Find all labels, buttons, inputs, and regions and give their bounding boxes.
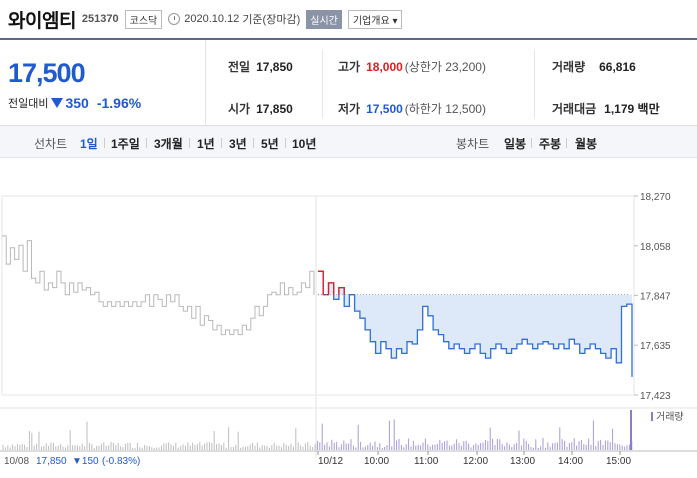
tab-1y[interactable]: 1년 [197,137,215,151]
prev-day-close: 17,850 [36,456,67,467]
prev-day-line [2,235,315,336]
candle-chart-label: 봉차트 [456,137,490,151]
company-overview-dropdown[interactable]: 기업개요 ▾ [347,9,403,29]
stat-label: 거래량 [552,60,586,74]
stat-prev: 전일 17,850 [228,58,293,75]
clock-icon [168,13,181,25]
stat-label: 거래대금 [552,102,597,116]
line-chart-label: 선차트 [34,137,68,151]
stat-volume: 거래량 66,816 [552,58,636,75]
change-percent: -1.96% [96,95,142,111]
change-value: 350 [65,95,89,111]
stat-value: 17,850 [256,102,293,116]
divider [534,50,535,118]
intraday-chart: 18,270 18,058 17,847 17,635 17,423 10/12 10:0… [0,158,697,478]
y-tick-label: 18,058 [640,242,671,253]
y-tick-label: 17,635 [640,341,671,352]
down-triangle-icon [51,98,64,108]
stat-open: 시가 17,850 [228,100,293,117]
stat-value: 1,179 백만 [604,102,660,116]
divider [189,138,190,148]
upper-limit: (상한가 23,200) [404,60,486,74]
tab-3y[interactable]: 3년 [229,137,247,151]
stat-value: 17,500 [366,102,403,116]
tab-1w[interactable]: 1주일 [111,137,140,151]
x-tick-label: 11:00 [414,456,439,467]
x-tick-label: 14:00 [558,456,583,467]
current-price: 17,500 [8,58,86,88]
tab-1d[interactable]: 1일 [80,137,98,151]
stat-label: 고가 [338,60,361,74]
stock-name: 와이엠티 [8,10,76,32]
stock-header: 와이엠티 251370 코스닥 2020.10.12 기준(장마감) 실시간 기… [0,0,697,38]
stat-label: 저가 [338,102,361,116]
x-tick-label: 10:00 [364,456,389,467]
market-badge: 코스닥 [124,9,163,29]
tab-daily[interactable]: 일봉 [504,137,527,151]
y-tick-label: 18,270 [640,192,671,203]
tab-5y[interactable]: 5년 [261,137,279,151]
today-line [318,270,633,377]
price-panel: 17,500 전일대비 350 -1.96% 전일 17,850 시가 17,850… [0,38,697,126]
tab-3m[interactable]: 3개월 [154,137,183,151]
stat-value: 18,000 [366,60,403,74]
divider [104,138,105,148]
x-tick-label: 10/12 [318,456,343,467]
volume-legend: 거래량 [656,411,684,423]
divider [221,138,222,148]
prev-day-change: ▼150 [72,456,99,467]
quote-basis: 기준(장마감) [242,14,301,26]
divider [253,138,254,148]
stat-label: 전일 [228,60,251,74]
divider [322,50,323,118]
chart-series [2,235,633,377]
stat-high: 고가 18,000 (상한가 23,200) [338,58,486,75]
lower-limit: (하한가 12,500) [404,102,486,116]
change-label: 전일대비 [8,98,49,110]
prev-day-pct: (-0.83%) [102,456,140,467]
tab-10y[interactable]: 10년 [292,137,317,151]
stat-amount: 거래대금 1,179 백만 [552,100,660,117]
divider [146,138,147,148]
tab-weekly[interactable]: 주봉 [539,137,562,151]
prev-day-date: 10/08 [4,456,29,467]
divider [285,138,286,148]
y-tick-label: 17,423 [640,391,671,402]
chart-period-tabs: 선차트 1일 1주일 3개월 1년 3년 5년 10년 봉차트 일봉 주봉 월봉 [0,126,697,158]
x-tick-label: 12:00 [463,456,488,467]
divider [531,138,532,148]
tab-monthly[interactable]: 월봉 [575,137,598,151]
stock-code: 251370 [81,13,119,25]
price-change: 전일대비 350 -1.96% [8,95,205,111]
volume-bars [0,407,697,452]
stat-label: 시가 [228,102,251,116]
volume-legend-swatch [651,412,653,421]
x-tick-label: 15:00 [606,456,631,467]
realtime-button[interactable]: 실시간 [306,9,342,29]
current-price-box: 17,500 전일대비 350 -1.96% [0,40,206,126]
stat-low: 저가 17,500 (하한가 12,500) [338,100,486,117]
price-chart-svg: 18,270 18,058 17,847 17,635 17,423 10/12 10:0… [0,192,697,467]
x-axis-ticks: 10/12 10:00 11:00 12:00 13:00 14:00 15:00 [317,451,631,467]
y-axis-ticks: 18,270 18,058 17,847 17,635 17,423 [634,192,671,402]
stats-grid: 전일 17,850 시가 17,850 고가 18,000 (상한가 23,200) 저… [206,40,697,126]
stat-value: 66,816 [599,60,636,74]
quote-date: 2020.10.12 [184,13,240,25]
y-tick-label: 17,847 [640,291,671,302]
x-tick-label: 13:00 [510,456,535,467]
stat-value: 17,850 [256,60,293,74]
divider [566,138,567,148]
